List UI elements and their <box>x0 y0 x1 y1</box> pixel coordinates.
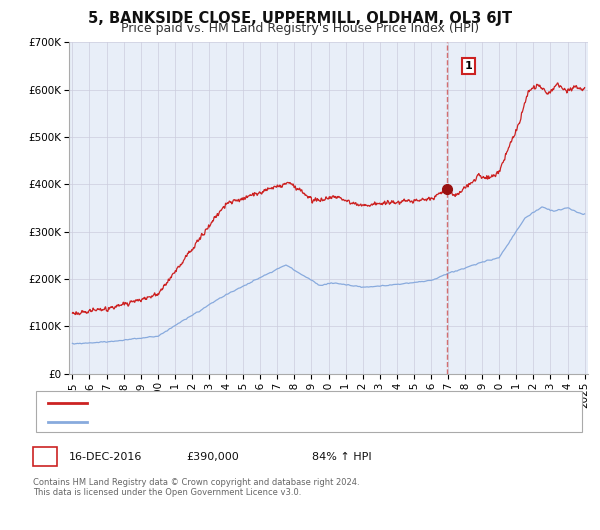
Text: Price paid vs. HM Land Registry's House Price Index (HPI): Price paid vs. HM Land Registry's House … <box>121 22 479 36</box>
Text: Contains HM Land Registry data © Crown copyright and database right 2024.
This d: Contains HM Land Registry data © Crown c… <box>33 478 359 498</box>
Text: 5, BANKSIDE CLOSE, UPPERMILL, OLDHAM, OL3 6JT (detached house): 5, BANKSIDE CLOSE, UPPERMILL, OLDHAM, OL… <box>93 398 454 408</box>
Text: 1: 1 <box>41 452 49 462</box>
Text: 84% ↑ HPI: 84% ↑ HPI <box>312 452 371 462</box>
Text: 5, BANKSIDE CLOSE, UPPERMILL, OLDHAM, OL3 6JT: 5, BANKSIDE CLOSE, UPPERMILL, OLDHAM, OL… <box>88 11 512 25</box>
Text: HPI: Average price, detached house, Oldham: HPI: Average price, detached house, Oldh… <box>93 417 327 427</box>
Text: 16-DEC-2016: 16-DEC-2016 <box>69 452 142 462</box>
Text: 1: 1 <box>464 61 472 71</box>
Text: £390,000: £390,000 <box>186 452 239 462</box>
